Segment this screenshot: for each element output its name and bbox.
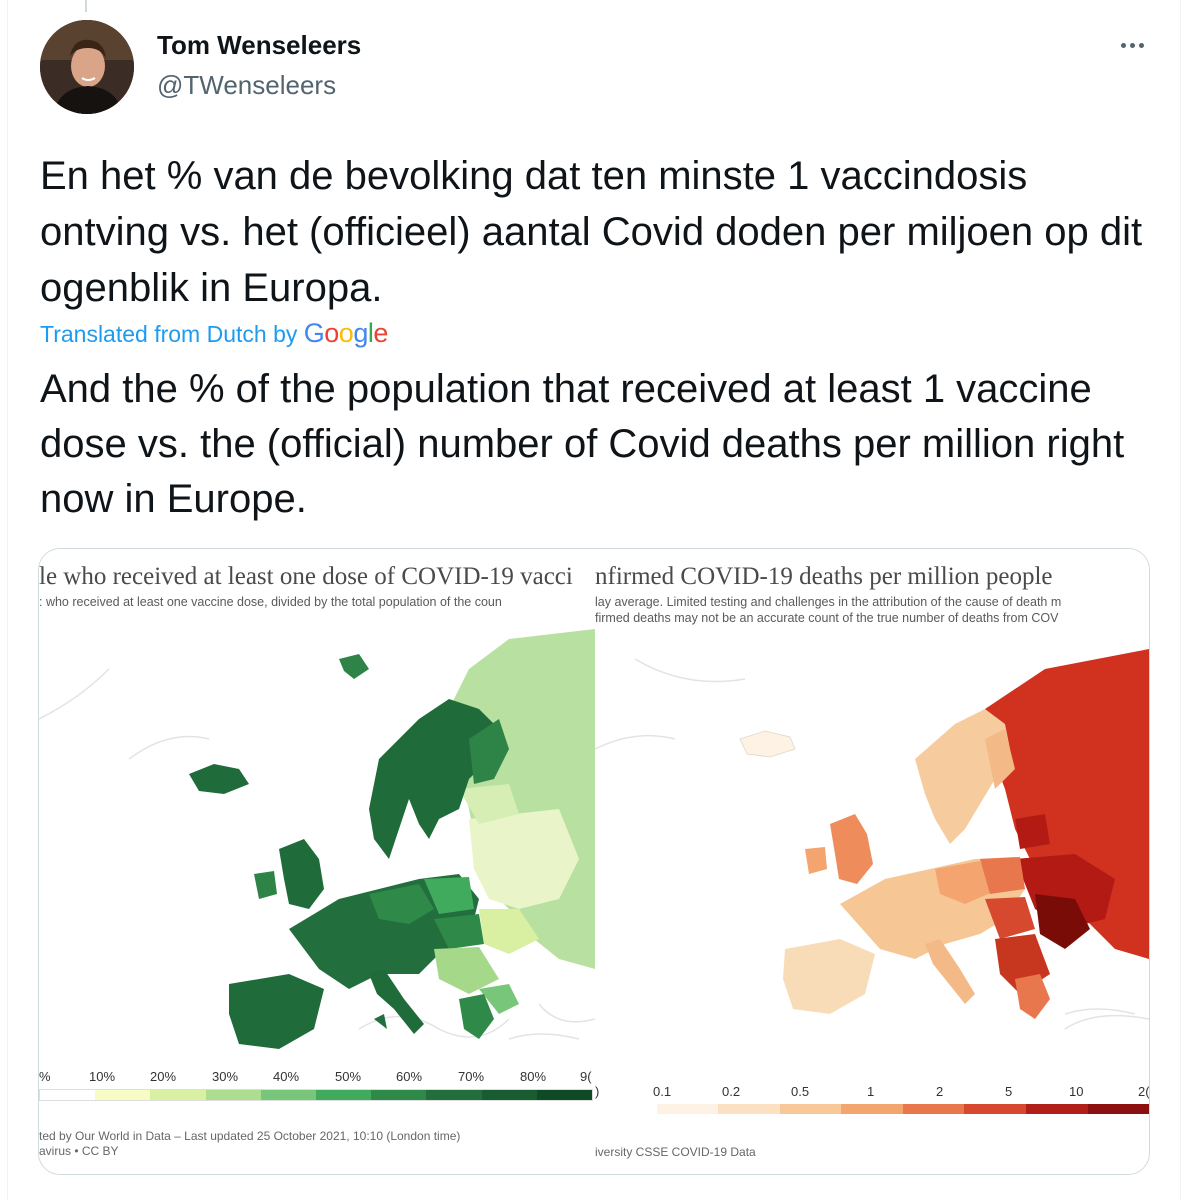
deaths-map-subtitle-line2: firmed deaths may not be an accurate cou… xyxy=(595,611,1059,625)
legend-swatch xyxy=(316,1090,372,1100)
vaccination-legend-bar xyxy=(39,1089,593,1101)
vaccination-legend-tick: 40% xyxy=(273,1069,300,1084)
vaccination-map-panel: le who received at least one dose of COV… xyxy=(39,549,595,1174)
google-logo-letter: o xyxy=(338,318,354,348)
legend-swatch xyxy=(595,1104,657,1114)
vaccination-legend-tick: 9( xyxy=(580,1069,592,1084)
more-dot xyxy=(1120,42,1126,48)
deaths-map-title: nfirmed COVID-19 deaths per million peop… xyxy=(595,563,1053,590)
translation-label: Translated from Dutch by xyxy=(40,321,298,347)
deaths-legend-tick: 10 xyxy=(1069,1084,1084,1099)
google-logo-letter: e xyxy=(373,318,388,348)
avatar-photo xyxy=(40,20,134,114)
legend-swatch xyxy=(902,1104,965,1114)
author-name[interactable]: Tom Wenseleers xyxy=(157,30,362,60)
legend-swatch xyxy=(656,1104,719,1114)
deaths-map-panel: nfirmed COVID-19 deaths per million peop… xyxy=(595,549,1149,1174)
more-dot xyxy=(1138,42,1144,48)
more-dot xyxy=(1129,42,1135,48)
vaccination-legend-tick: 80% xyxy=(520,1069,547,1084)
google-logo: Google xyxy=(303,318,389,348)
deaths-legend-tick: 0.1 xyxy=(653,1084,672,1099)
frame-border-left xyxy=(7,0,8,1200)
legend-swatch xyxy=(1087,1104,1149,1114)
vaccination-legend-tick: 30% xyxy=(212,1069,239,1084)
vaccination-map-subtitle: : who received at least one vaccine dose… xyxy=(39,595,502,609)
vaccination-legend-tick: 20% xyxy=(150,1069,177,1084)
legend-swatch xyxy=(779,1104,842,1114)
author-handle[interactable]: @TWenseleers xyxy=(157,70,337,100)
legend-swatch xyxy=(426,1090,482,1100)
vaccination-source-line1: ted by Our World in Data – Last updated … xyxy=(39,1129,461,1143)
deaths-legend-tick: 2( xyxy=(1138,1084,1149,1099)
deaths-legend-tick: 1 xyxy=(867,1084,875,1099)
vaccination-map-title: le who received at least one dose of COV… xyxy=(39,563,573,590)
legend-swatch xyxy=(150,1090,206,1100)
tweet-text-original: En het % van de bevolking dat ten minste… xyxy=(40,154,1143,310)
deaths-map xyxy=(595,649,1149,1030)
google-logo-letter: l xyxy=(367,318,374,348)
deaths-legend-tick: 0.5 xyxy=(791,1084,810,1099)
vaccination-legend-tick: 60% xyxy=(396,1069,423,1084)
deaths-legend-tick: ) xyxy=(595,1084,600,1099)
google-logo-letter: g xyxy=(353,318,368,348)
translation-attribution[interactable]: Translated from Dutch by Google xyxy=(40,318,388,349)
legend-swatch xyxy=(964,1104,1026,1114)
legend-swatch xyxy=(95,1090,151,1100)
legend-swatch xyxy=(205,1090,261,1100)
legend-swatch xyxy=(371,1090,427,1100)
legend-swatch xyxy=(718,1104,780,1114)
deaths-map-subtitle-line1: lay average. Limited testing and challen… xyxy=(595,595,1062,609)
deaths-legend-bar xyxy=(595,1104,1149,1114)
vaccination-legend-tick: 50% xyxy=(335,1069,362,1084)
vaccination-legend-tick: 70% xyxy=(458,1069,485,1084)
legend-swatch xyxy=(536,1090,593,1100)
legend-swatch xyxy=(841,1104,903,1114)
tweet-text-translated: And the % of the population that receive… xyxy=(40,367,1125,521)
tweet-media-image[interactable]: le who received at least one dose of COV… xyxy=(38,548,1150,1175)
google-logo-letter: G xyxy=(303,318,325,348)
deaths-legend-tick: 0.2 xyxy=(722,1084,741,1099)
deaths-legend-tick: 5 xyxy=(1005,1084,1013,1099)
vaccination-legend-tick: 10% xyxy=(89,1069,116,1084)
google-logo-letter: o xyxy=(324,318,339,348)
legend-swatch xyxy=(1025,1104,1088,1114)
vaccination-legend-labels: % 10% 20% 30% 40% 50% 60% 70% 80% 9( xyxy=(39,1069,595,1085)
deaths-source-line: iversity CSSE COVID-19 Data xyxy=(595,1145,756,1159)
legend-swatch xyxy=(481,1090,537,1100)
legend-swatch xyxy=(40,1090,96,1100)
thread-connector-line xyxy=(85,0,87,12)
deaths-legend-tick: 2 xyxy=(936,1084,944,1099)
vaccination-legend-tick: % xyxy=(39,1069,51,1084)
deaths-legend-labels: ) 0.1 0.2 0.5 1 2 5 10 2( xyxy=(595,1084,1149,1100)
vaccination-map xyxy=(39,629,595,1049)
frame-border-right xyxy=(1180,0,1181,1200)
legend-swatch xyxy=(260,1090,317,1100)
more-options-icon[interactable] xyxy=(1112,30,1152,60)
avatar[interactable] xyxy=(40,20,134,114)
vaccination-source-line2: avirus • CC BY xyxy=(39,1144,119,1158)
